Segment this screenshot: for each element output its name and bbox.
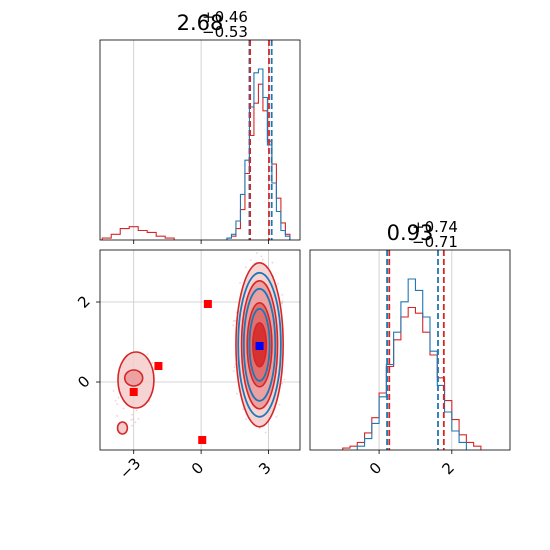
panel3-title-value: 0.93	[387, 221, 434, 245]
panel2-scatter-point	[137, 417, 140, 420]
panel2-scatter-point	[249, 259, 252, 262]
panel2-scatter-point	[131, 413, 134, 416]
panel2-scatter-point	[245, 418, 247, 421]
panel2-scatter-point	[112, 390, 115, 392]
panel2-marker-series-b	[154, 362, 163, 370]
panel2-scatter-point	[275, 416, 278, 418]
panel1-hist-series-a	[226, 68, 291, 240]
panel2-scatter-point	[281, 382, 284, 385]
panel2-scatter-point	[261, 258, 264, 261]
panel3-title-sub: −0.71	[412, 233, 458, 251]
panel2-scatter-point	[235, 392, 238, 395]
panel1-title-sup: +0.46	[202, 8, 248, 26]
panel2-side-contour-series-b	[123, 369, 144, 387]
panel1-grid	[133, 40, 269, 240]
panel2-scatter-point	[271, 261, 274, 264]
panel1-title-sub: −0.53	[202, 23, 248, 41]
panel2-x-tick-label: 0	[188, 459, 207, 478]
panel2-scatter-point	[232, 324, 235, 327]
panel1-title-value: 2.68	[177, 11, 224, 35]
panel1-title: 2.68	[177, 11, 224, 35]
panel3-hist-series-a	[356, 278, 467, 450]
panel3-frame	[309, 249, 511, 451]
panel2-scatter-point	[283, 378, 286, 381]
marginal-histogram-x	[99, 39, 301, 244]
panel2-scatter-point	[260, 255, 263, 258]
panel1-hist-series-b	[101, 83, 291, 240]
panel2-scatter-point	[277, 282, 280, 285]
panel2-marker-series-a	[255, 342, 264, 350]
panel2-x-tick-label: 3	[255, 459, 274, 478]
panel2-y-tick-label: 0	[74, 372, 93, 391]
panel1-frame	[99, 39, 301, 241]
panel2-marker-series-b	[203, 300, 212, 308]
panel3-title-sup: +0.74	[412, 218, 458, 236]
panel3-plot-area	[342, 250, 482, 450]
panel2-scatter-point	[130, 418, 133, 421]
panel2-scatter-point	[232, 370, 235, 372]
joint-contour-plot: −3 0 3 0 2	[74, 249, 301, 483]
panel2-scatter-point	[117, 397, 120, 399]
panel2-x-tick-label: −3	[116, 454, 144, 482]
panel2-scatter-point	[242, 408, 245, 411]
panel2-scatter-point	[114, 399, 117, 402]
panel2-scatter-point	[116, 414, 118, 417]
panel2-y-tick-label: 2	[74, 292, 93, 311]
panel2-frame	[99, 249, 301, 451]
panel3-x-tick-label: 0	[366, 459, 385, 478]
panel2-scatter-point	[134, 421, 137, 424]
panel2-scatter-point	[255, 252, 258, 254]
panel2-scatter-point	[135, 409, 138, 412]
panel1-ticks	[133, 240, 269, 244]
panel2-scatter-point	[116, 403, 118, 405]
panel2-plot-area	[112, 252, 286, 444]
panel2-scatter-point	[131, 424, 133, 427]
panel2-small-contour-series-b	[116, 421, 129, 435]
panel2-scatter-point	[151, 362, 154, 364]
panel2-scatter-point	[239, 282, 241, 284]
panel3-hist-series-b	[342, 306, 482, 450]
panel2-contour-series-a	[237, 271, 282, 418]
panel3-title: 0.93	[387, 221, 434, 245]
panel2-contour-series-a	[248, 307, 271, 382]
panel2-scatter-point	[132, 418, 135, 421]
panel2-scatter-point	[244, 266, 247, 269]
panel2-scatter-point	[233, 366, 236, 368]
panel2-scatter-point	[146, 353, 149, 356]
panel2-scatter-point	[232, 319, 235, 322]
panel2-scatter-point	[281, 300, 284, 303]
panel2-scatter-point	[281, 293, 284, 296]
panel2-contour-series-a	[242, 287, 277, 402]
panel2-scatter-point	[122, 407, 125, 410]
panel2-scatter-point	[278, 403, 281, 406]
panel2-scatter-point	[281, 302, 283, 305]
panel3-x-tick-label: 2	[439, 459, 458, 478]
panel1-plot-area	[101, 40, 291, 240]
panel2-scatter-point	[264, 431, 267, 434]
panel2-scatter-point	[234, 319, 237, 322]
panel2-marker-series-b	[198, 436, 207, 444]
panel2-marker-series-b	[129, 388, 138, 396]
panel2-scatter-point	[258, 427, 261, 430]
